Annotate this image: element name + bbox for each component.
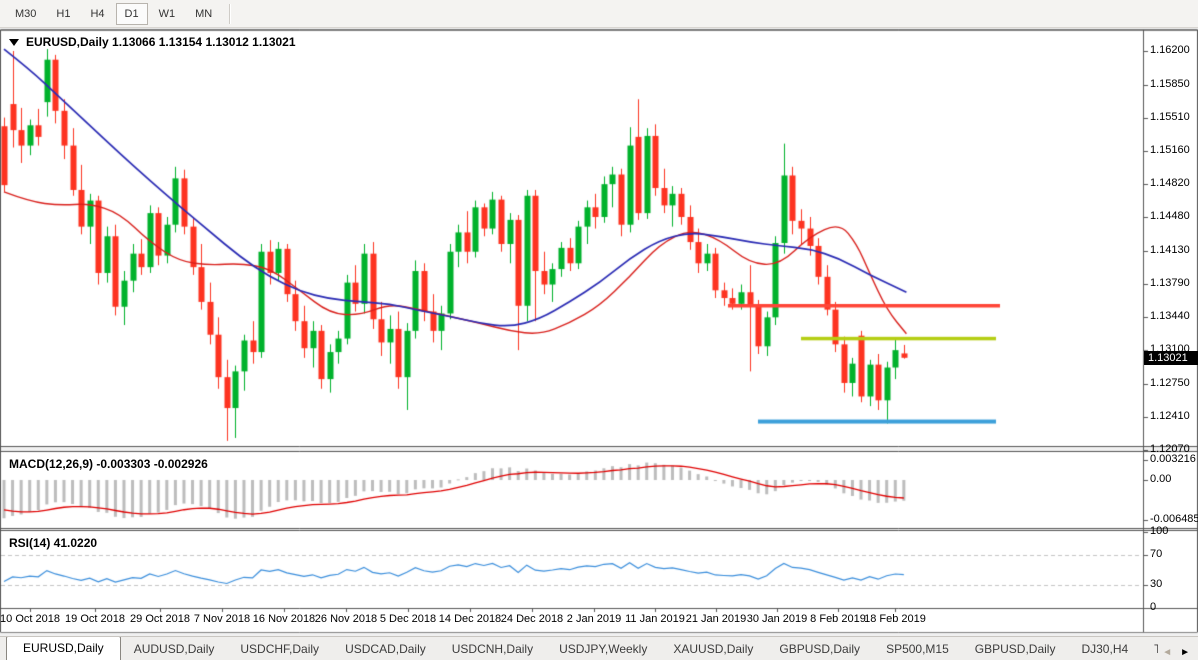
price-tick-label: 1.15850: [1150, 78, 1190, 90]
date-tick-label: 18 Feb 2019: [864, 613, 926, 625]
tabs-scroll-left-icon[interactable]: ◄: [1162, 647, 1173, 658]
chart-title: EURUSD,Daily 1.13066 1.13154 1.13012 1.1…: [9, 35, 296, 49]
tab-gbpusd-daily[interactable]: GBPUSD,Daily: [779, 642, 861, 656]
timeframe-MN-button[interactable]: MN: [195, 7, 213, 20]
date-tick-label: 30 Jan 2019: [746, 613, 808, 625]
tab-xauusd-daily[interactable]: XAUUSD,Daily: [673, 642, 754, 656]
chart-tabs: EURUSD,Daily AUDUSD,Daily USDCHF,Daily USDC…: [0, 637, 1158, 660]
tabs-scroll-right-icon[interactable]: ►: [1180, 647, 1190, 658]
macd-tick-label: -0.006485: [1150, 513, 1198, 525]
price-tick-label: 1.15160: [1150, 144, 1190, 156]
timeframe-W1-button[interactable]: W1: [158, 7, 176, 20]
toolbar-separator: [229, 3, 232, 24]
rsi-tick-label: 30: [1150, 578, 1163, 590]
tab-usdcnh-daily[interactable]: USDCNH,Daily: [451, 642, 534, 656]
tab-scroll-arrows: ◄ ►: [1158, 647, 1198, 660]
chart-ohlc-values: 1.13066 1.13154 1.13012 1.13021: [108, 35, 296, 49]
tab-gbpusd-daily[interactable]: GBPUSD,Daily: [974, 642, 1056, 656]
tab-eurusd-daily[interactable]: EURUSD,Daily: [6, 637, 121, 660]
timeframe-M30-button[interactable]: M30: [15, 7, 37, 20]
tab-usdchf-daily[interactable]: USDCHF,Daily: [240, 642, 320, 656]
tab-sp500-m15[interactable]: SP500,M15: [886, 642, 949, 656]
date-tick-label: 7 Nov 2018: [193, 613, 251, 625]
tab-usdcad-daily[interactable]: USDCAD,Daily: [345, 642, 426, 656]
price-tick-label: 1.16200: [1150, 44, 1190, 56]
date-tick-label: 16 Nov 2018: [252, 613, 316, 625]
chart-tabs-bar: EURUSD,Daily AUDUSD,Daily USDCHF,Daily USDC…: [0, 636, 1198, 660]
date-tick-label: 11 Jan 2019: [625, 613, 685, 625]
rsi-tick-label: 70: [1150, 548, 1163, 560]
macd-tick-label: 0.00: [1150, 473, 1172, 485]
timeframe-H1-button[interactable]: H1: [56, 7, 71, 20]
chart-symbol-label: EURUSD,Daily: [26, 35, 109, 49]
timeframe-toolbar: M30 H1 H4 D1 W1 MN: [0, 0, 1198, 28]
date-tick-label: 24 Dec 2018: [500, 613, 564, 625]
price-tick-label: 1.12750: [1150, 377, 1190, 389]
date-tick-label: 21 Jan 2019: [685, 613, 747, 625]
tab-audusd-daily[interactable]: AUDUSD,Daily: [133, 642, 215, 656]
rsi-tick-label: 100: [1150, 525, 1169, 537]
price-tick-label: 1.15510: [1150, 111, 1190, 123]
date-tick-label: 26 Nov 2018: [314, 613, 378, 625]
price-tick-label: 1.14130: [1150, 244, 1190, 256]
date-tick-label: 19 Oct 2018: [65, 613, 125, 625]
price-tick-label: 1.14480: [1150, 210, 1190, 222]
date-tick-label: 10 Oct 2018: [0, 613, 60, 625]
rsi-tick-label: 0: [1150, 601, 1157, 613]
date-tick-label: 2 Jan 2019: [566, 613, 622, 625]
price-tick-label: 1.13790: [1150, 277, 1190, 289]
date-tick-label: 8 Feb 2019: [810, 613, 866, 625]
date-tick-label: 14 Dec 2018: [438, 613, 502, 625]
tab-dj30-h4[interactable]: DJ30,H4: [1081, 642, 1129, 656]
price-chart-canvas[interactable]: [0, 28, 1198, 636]
date-tick-label: 29 Oct 2018: [130, 613, 190, 625]
tab-tech100[interactable]: TECH100,: [1141, 638, 1158, 660]
macd-tick-label: 0.003216: [1150, 453, 1196, 465]
date-tick-label: 5 Dec 2018: [379, 613, 437, 625]
macd-indicator-label: MACD(12,26,9) -0.003303 -0.002926: [9, 457, 208, 471]
price-tick-label: 1.13440: [1150, 310, 1190, 322]
current-price-box: 1.13021: [1144, 351, 1198, 365]
timeframe-D1-button[interactable]: D1: [115, 2, 148, 25]
collapse-triangle-icon[interactable]: [9, 39, 19, 46]
price-tick-label: 1.12410: [1150, 410, 1190, 422]
timeframe-H4-button[interactable]: H4: [90, 7, 105, 20]
price-tick-label: 1.14820: [1150, 177, 1190, 189]
tab-usdjpy-weekly[interactable]: USDJPY,Weekly: [559, 642, 648, 656]
price-tick-label: 1.12070: [1150, 443, 1190, 455]
rsi-indicator-label: RSI(14) 41.0220: [9, 536, 98, 550]
